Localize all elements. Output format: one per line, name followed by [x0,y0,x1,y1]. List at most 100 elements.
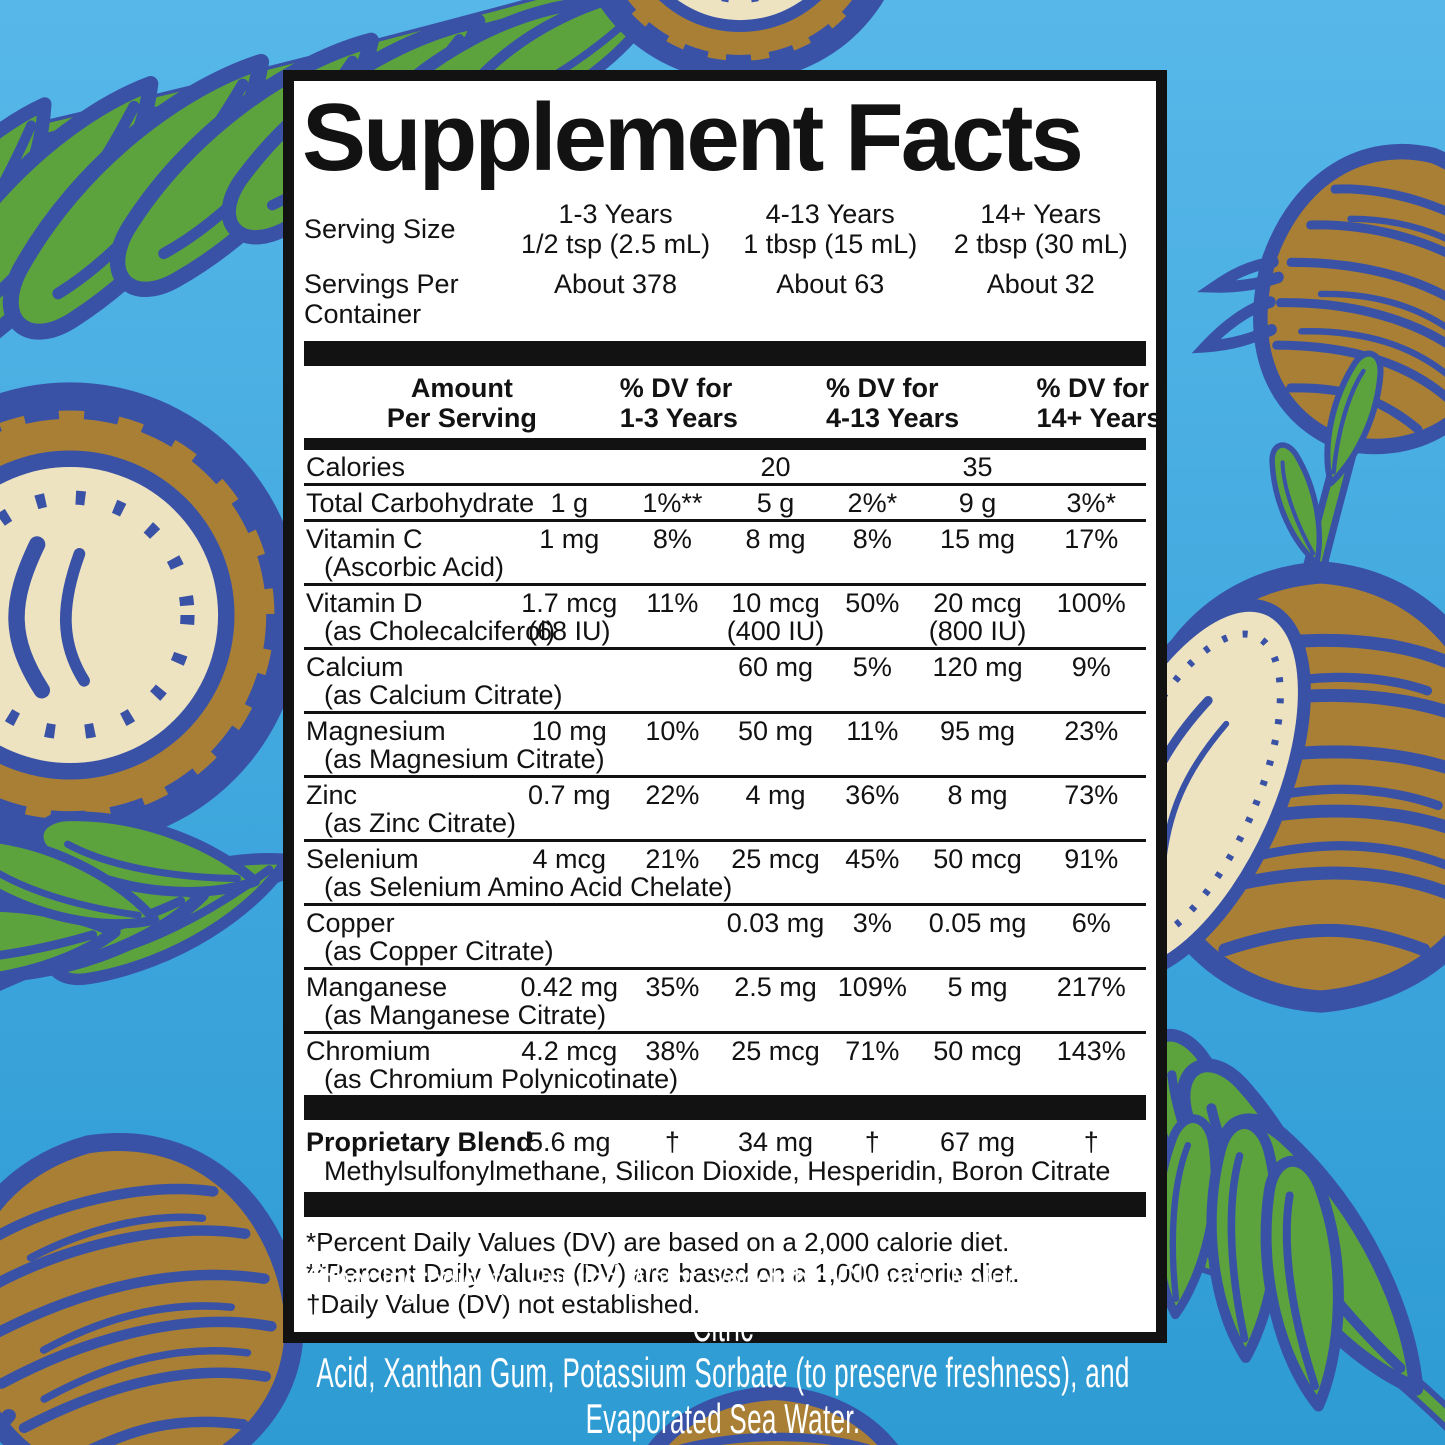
nutrient-subvalue [919,873,1037,901]
nutrient-subvalue [725,553,826,581]
nutrient-value: 50 mg [737,715,814,746]
nutrient-value: 10 mcg [731,587,820,618]
nutrient-subvalue [826,1065,919,1093]
nutrient-value: 10% [645,715,700,746]
nutrient-row: Copper 0.03 mg 3% 0.05 mg 6% (as Copper … [304,902,1146,967]
dv-header-14plus: % DV for 14+ Years [1036,372,1162,433]
blend-value: 34 mg [737,1126,814,1157]
footnote: *Percent Daily Values (DV) are based on … [306,1226,1010,1257]
nutrient-subvalue [1037,809,1146,837]
nutrient-value: 5 g [756,487,795,518]
nutrient-value: 4.2 mcg [521,1035,618,1066]
nutrient-value: 5% [852,651,892,682]
nutrient-value: 22% [645,779,700,810]
footnote: †Daily Value (DV) not established. [306,1288,701,1319]
serving-size-label: Serving Size [304,213,456,244]
amount-header: Amount Per Serving [386,372,537,433]
nutrient-value: 8% [852,523,892,554]
serving-amount: 1 tbsp (15 mL) [743,228,918,259]
supplement-facts-panel: Supplement Facts Serving Size 1-3 Years … [283,70,1167,1343]
nutrient-value: 4 mcg [532,843,606,874]
nutrient-subname: (as Selenium Amino Acid Chelate) [324,871,733,902]
nutrient-row: Magnesium 10 mg 10% 50 mg 11% 95 mg 23% … [304,710,1146,775]
other-ingredients-line: Other Ingredients: Purified Water, Veget… [306,1257,1139,1350]
nutrient-value: 2.5 mg [734,971,817,1002]
blend-value: † [864,1126,880,1157]
nutrient-subvalue [919,937,1037,965]
nutrient-subvalue [919,681,1037,709]
nutrient-value: 11% [646,587,699,618]
nutrient-subvalue [826,1001,919,1029]
nutrient-subvalue [519,1001,620,1029]
nutrient-subvalue [919,809,1037,837]
nutrient-row: Vitamin D 1.7 mcg 11% 10 mcg 50% 20 mcg … [304,582,1146,647]
nutrient-subvalue [919,1001,1037,1029]
nutrient-subname: (as Magnesium Citrate) [324,743,605,774]
blend-ingredients: Methylsulfonylmethane, Silicon Dioxide, … [324,1155,1111,1186]
nutrient-subvalue: (800 IU) [928,615,1027,646]
nutrient-value [519,653,620,681]
dv-header-4-13: % DV for 4-13 Years [826,372,960,433]
nutrient-subvalue [1037,873,1146,901]
nutrient-value: 1.7 mcg [521,587,618,618]
age-group: 1-3 Years [558,198,673,229]
nutrient-subvalue [620,809,725,837]
nutrient-name: Selenium [306,843,419,874]
nutrient-value: 6% [1071,907,1111,938]
nutrient-row: Manganese 0.42 mg 35% 2.5 mg 109% 5 mg 2… [304,966,1146,1031]
nutrient-subvalue [620,1001,725,1029]
nutrient-subvalue [725,809,826,837]
blend-value: † [1083,1126,1099,1157]
nutrient-subvalue [519,553,620,581]
servings-count: About 378 [553,268,678,299]
nutrient-name: Copper [306,907,395,938]
age-group: 14+ Years [980,198,1102,229]
divider-bar [304,1191,1146,1217]
nutrient-name: Vitamin C [306,523,423,554]
blend-value: † [664,1126,680,1157]
nutrient-value: 2%* [847,487,898,518]
servings-count: About 63 [776,268,885,299]
nutrient-name: Calcium [306,651,404,682]
nutrient-value: 5 mg [947,971,1008,1002]
nutrient-row: Zinc 0.7 mg 22% 4 mg 36% 8 mg 73% (as Zi… [304,774,1146,839]
nutrient-subname: (as Copper Citrate) [324,935,554,966]
nutrient-value: 8 mg [745,523,806,554]
nutrient-subvalue [826,617,919,645]
nutrient-value: 120 mg [932,651,1023,682]
nutrient-name: Vitamin D [306,587,423,618]
nutrient-value: 71% [845,1035,900,1066]
header-spacer [725,373,826,433]
nutrient-subvalue [826,809,919,837]
nutrient-subvalue [620,745,725,773]
nutrient-subvalue [620,617,725,645]
nutrient-value: 21% [645,843,700,874]
other-ingredients-text: Other Ingredients: Purified Water, Veget… [289,1258,1157,1442]
nutrient-subvalue [519,1065,620,1093]
nutrient-value: 91% [1064,843,1119,874]
nutrient-subname: (as Manganese Citrate) [324,999,607,1030]
nutrient-subname: (Ascorbic Acid) [324,551,505,582]
proprietary-blend-row: Proprietary Blend 5.6 mg † 34 mg † 67 mg… [304,1120,1146,1192]
nutrient-value [620,909,725,937]
nutrient-row: Selenium 4 mcg 21% 25 mcg 45% 50 mcg 91%… [304,838,1146,903]
nutrient-value: 73% [1064,779,1119,810]
nutrient-subvalue [919,553,1037,581]
nutrient-subvalue [1037,1001,1146,1029]
nutrient-subvalue: (68 IU) [527,615,611,646]
nutrient-subvalue [519,937,620,965]
nutrient-subvalue [725,873,826,901]
divider-bar [304,1094,1146,1120]
serving-info: Serving Size 1-3 Years 1/2 tsp (2.5 mL) … [304,199,1146,329]
dv-header-1-3: % DV for 1-3 Years [619,372,738,433]
nutrient-value [620,653,725,681]
nutrient-value: 217% [1056,971,1126,1002]
nutrient-value: 25 mcg [731,843,820,874]
nutrient-value [826,453,919,481]
nutrient-value: 35% [645,971,700,1002]
nutrient-subname: (as Zinc Citrate) [324,807,517,838]
page-title: Supplement Facts [302,84,1084,191]
nutrient-value: 9 g [958,487,997,518]
nutrient-subvalue [725,681,826,709]
